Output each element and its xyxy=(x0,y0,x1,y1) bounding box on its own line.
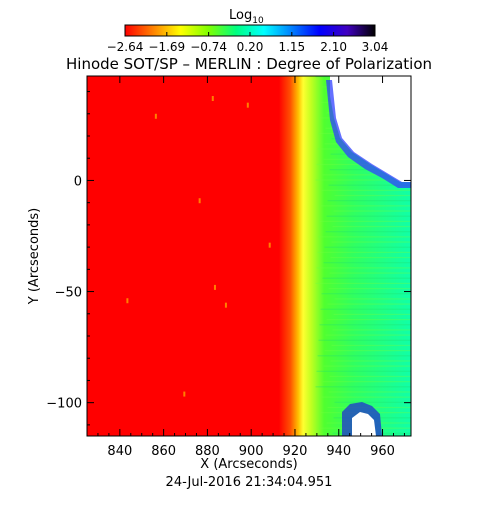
heatmap-streak xyxy=(319,220,411,222)
x-tick-label: 920 xyxy=(283,444,308,459)
heatmap-speck xyxy=(268,242,271,248)
chart-title: Hinode SOT/SP – MERLIN : Degree of Polar… xyxy=(66,55,432,73)
heatmap-speck xyxy=(224,302,227,308)
heatmap-streak xyxy=(329,375,411,378)
heatmap-streak xyxy=(324,350,411,352)
heatmap-streak xyxy=(331,344,411,347)
heatmap-streak xyxy=(325,231,411,233)
heatmap-streak xyxy=(323,365,411,367)
x-tick-label: 860 xyxy=(151,444,176,459)
colorbar-tick-label: −2.64 xyxy=(107,40,144,54)
colorbar-tick-label: −0.74 xyxy=(190,40,227,54)
x-tick-label: 900 xyxy=(239,444,264,459)
heatmap-streak xyxy=(334,401,411,403)
x-tick-label: 940 xyxy=(326,444,351,459)
heatmap-streak xyxy=(333,313,411,316)
heatmap-streak xyxy=(330,256,411,259)
heatmap-streak xyxy=(328,391,411,393)
noisy-edge-top xyxy=(326,80,411,188)
colorbar-tick-label: 2.10 xyxy=(320,40,347,54)
heatmap-streak xyxy=(318,236,411,238)
heatmap-speck xyxy=(211,96,214,101)
x-tick-label: 840 xyxy=(107,444,132,459)
heatmap-speck xyxy=(183,391,186,397)
heatmap-streak xyxy=(320,308,411,310)
heatmap-streak xyxy=(323,262,411,264)
heatmap-streak xyxy=(316,267,411,269)
heatmap-streak xyxy=(327,200,411,202)
heatmap-streak xyxy=(318,339,411,341)
heatmap-streak xyxy=(326,318,411,321)
heatmap-streak xyxy=(317,251,411,253)
colorbar-tick-label: 0.20 xyxy=(237,40,264,54)
heatmap-speck xyxy=(213,284,216,290)
heatmap-streak xyxy=(321,293,411,295)
heatmap-speck xyxy=(246,102,249,108)
heatmap-streak xyxy=(332,329,411,331)
heatmap-streak xyxy=(315,282,411,284)
heatmap xyxy=(87,76,411,436)
heatmap-streak xyxy=(316,370,411,372)
y-tick-label: −100 xyxy=(46,397,82,412)
heatmap-streak xyxy=(315,179,411,181)
heatmap-streak xyxy=(322,174,411,176)
heatmap-speck xyxy=(154,113,157,119)
x-axis-label: X (Arcseconds) xyxy=(200,457,297,472)
heatmap-streak xyxy=(317,355,411,357)
saturated-region-bottom xyxy=(352,412,376,436)
y-tick-label: −50 xyxy=(55,286,82,301)
heatmap-speck xyxy=(126,298,129,304)
heatmap-streak xyxy=(326,215,411,217)
colorbar-label: Log10 xyxy=(229,8,264,26)
y-tick-label: 0 xyxy=(74,174,82,189)
x-axis: 840 860 880 900 920 940 960 xyxy=(86,76,405,459)
heatmap-streak xyxy=(321,396,411,398)
y-axis-label: Y (Arcseconds) xyxy=(27,208,42,305)
x-tick-label: 960 xyxy=(370,444,395,459)
colorbar-tick-label: 3.04 xyxy=(362,40,389,54)
heatmap-streak xyxy=(329,272,411,274)
heatmap-streak xyxy=(328,184,411,186)
heatmap-streak xyxy=(322,381,411,383)
saturated-region-top xyxy=(330,76,411,182)
heatmap-streak xyxy=(330,360,411,362)
heatmap-streak xyxy=(333,210,411,212)
date-stamp: 24-Jul-2016 21:34:04.951 xyxy=(166,475,333,490)
heatmap-streak xyxy=(332,225,411,228)
heatmap-streak xyxy=(319,324,411,326)
plot-frame xyxy=(86,75,412,437)
heatmap-streak xyxy=(315,386,411,388)
heatmap-streak xyxy=(321,189,411,191)
colorbar-tick-label: 1.15 xyxy=(278,40,305,54)
colorbar-ticks: −2.64 −1.69 −0.74 0.20 1.15 2.10 3.04 xyxy=(107,32,389,54)
heatmap-streak xyxy=(325,334,411,336)
colorbar-tick-label: −1.69 xyxy=(148,40,185,54)
heatmap-streak xyxy=(322,277,411,279)
heatmap-streak xyxy=(331,241,411,243)
heatmap-streak xyxy=(334,298,411,300)
heatmap-streak xyxy=(320,205,411,207)
heatmap-streak xyxy=(328,287,411,290)
y-axis: 0 −50 −100 xyxy=(46,91,411,426)
x-tick-label: 880 xyxy=(195,444,220,459)
heatmap-streak xyxy=(334,194,411,197)
heatmap-streak xyxy=(327,303,411,305)
heatmap-speck xyxy=(198,198,201,204)
heatmap-streak xyxy=(324,246,411,248)
